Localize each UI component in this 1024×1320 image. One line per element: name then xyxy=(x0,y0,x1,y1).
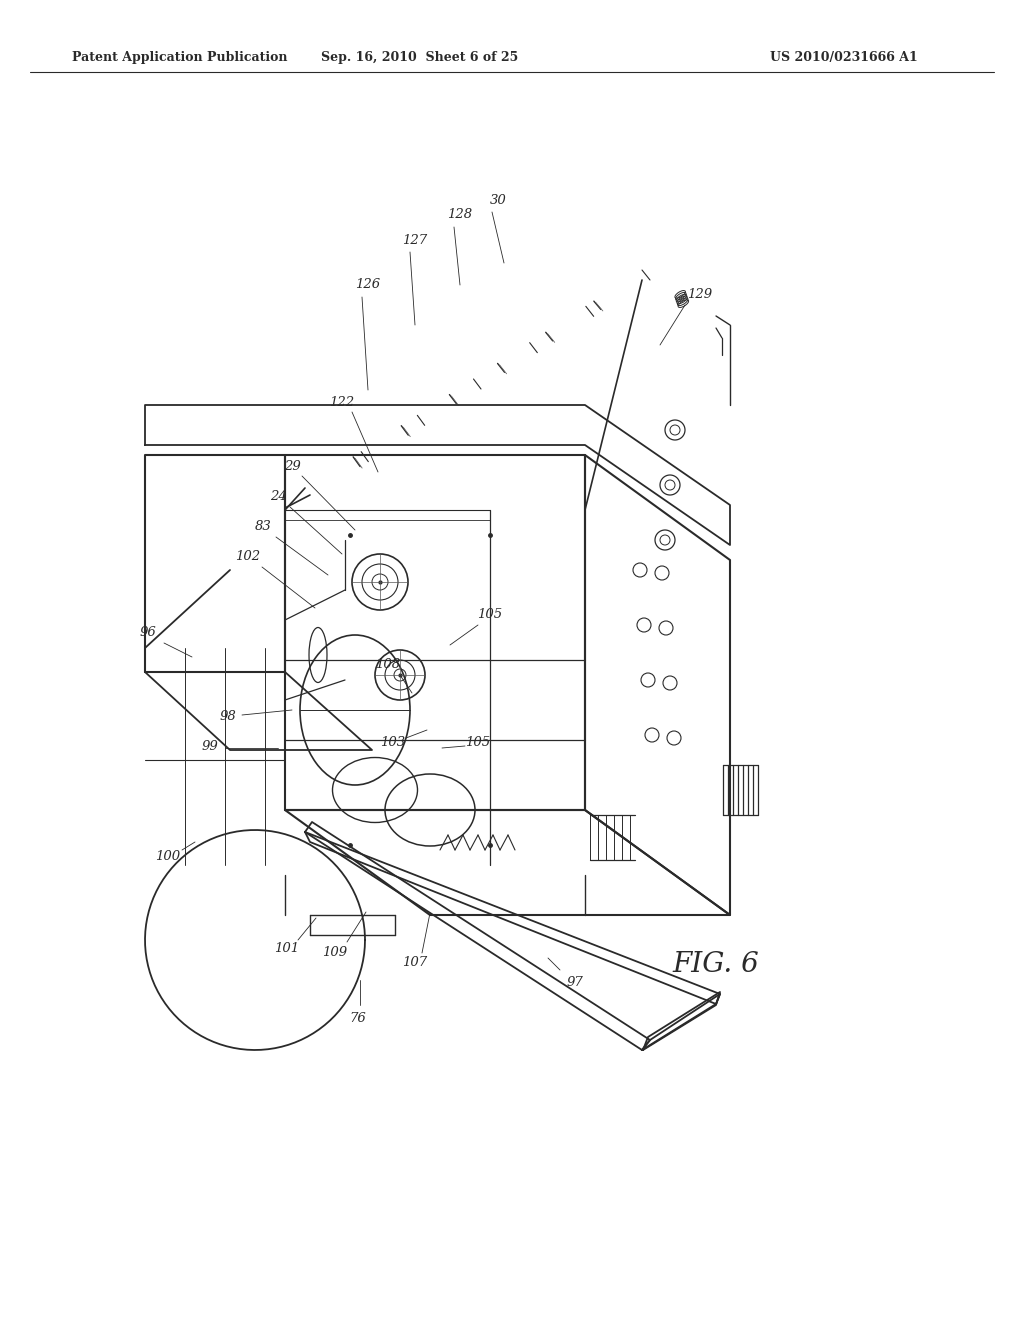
Text: 83: 83 xyxy=(255,520,271,532)
Text: 97: 97 xyxy=(566,977,584,990)
Text: 105: 105 xyxy=(477,609,503,622)
Text: 24: 24 xyxy=(269,490,287,503)
Text: US 2010/0231666 A1: US 2010/0231666 A1 xyxy=(770,51,918,65)
Text: 128: 128 xyxy=(447,209,472,222)
Text: 109: 109 xyxy=(323,946,347,960)
Text: 30: 30 xyxy=(489,194,507,206)
Text: 107: 107 xyxy=(402,957,428,969)
Text: 101: 101 xyxy=(274,941,300,954)
Text: 76: 76 xyxy=(349,1011,367,1024)
Text: 102: 102 xyxy=(236,549,260,562)
Text: 122: 122 xyxy=(330,396,354,408)
Text: Sep. 16, 2010  Sheet 6 of 25: Sep. 16, 2010 Sheet 6 of 25 xyxy=(322,51,518,65)
Text: 103: 103 xyxy=(381,737,406,750)
Text: 100: 100 xyxy=(156,850,180,862)
Text: 96: 96 xyxy=(139,627,157,639)
Text: 126: 126 xyxy=(355,279,381,292)
Text: 127: 127 xyxy=(402,234,428,247)
Text: FIG. 6: FIG. 6 xyxy=(672,952,759,978)
Text: 29: 29 xyxy=(284,459,300,473)
Text: 129: 129 xyxy=(687,289,713,301)
Text: 99: 99 xyxy=(202,739,218,752)
Text: 98: 98 xyxy=(219,710,237,722)
Text: Patent Application Publication: Patent Application Publication xyxy=(72,51,288,65)
Text: 105: 105 xyxy=(466,737,490,750)
Text: 108: 108 xyxy=(376,659,400,672)
